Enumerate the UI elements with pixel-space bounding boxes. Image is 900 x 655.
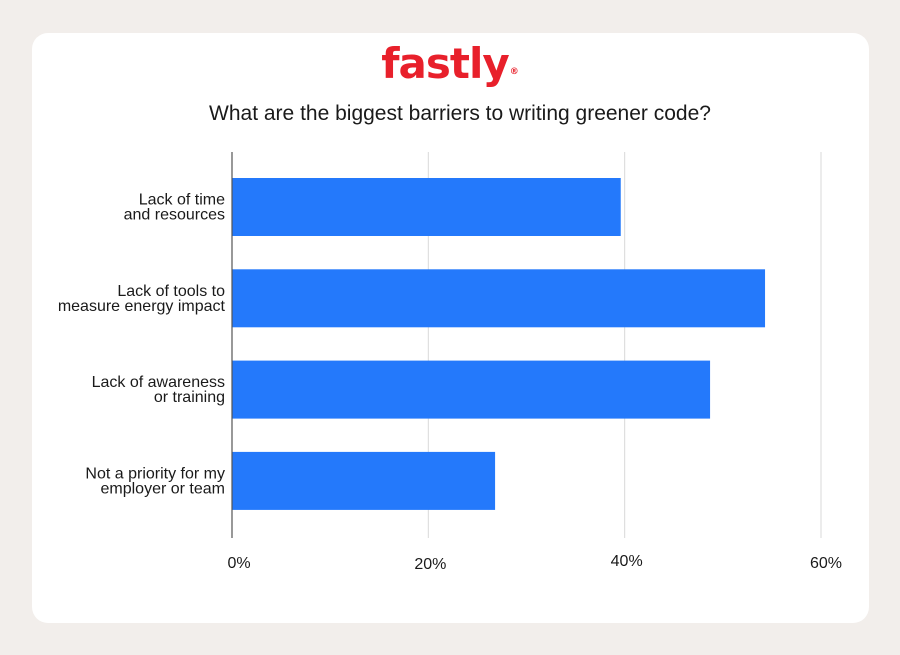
x-tick-label: 20% <box>414 556 446 573</box>
bar <box>232 360 711 419</box>
category-label: Lack of time and resources <box>124 192 225 224</box>
bar <box>232 451 496 510</box>
x-tick-label: 40% <box>611 553 643 570</box>
x-tick-label: 0% <box>227 555 250 572</box>
category-label: Lack of awareness or training <box>92 374 225 406</box>
registered-mark: ® <box>509 67 519 77</box>
bar <box>232 269 766 328</box>
chart-title: What are the biggest barriers to writing… <box>209 102 711 125</box>
category-label: Not a priority for my employer or team <box>85 465 225 497</box>
x-tick-label: 60% <box>810 555 842 572</box>
category-label: Lack of tools to measure energy impact <box>58 283 226 315</box>
fastly-logo: fastly® <box>0 38 900 98</box>
bar <box>232 178 621 236</box>
logo-text: fastly <box>381 39 509 88</box>
chart-card <box>32 33 869 623</box>
